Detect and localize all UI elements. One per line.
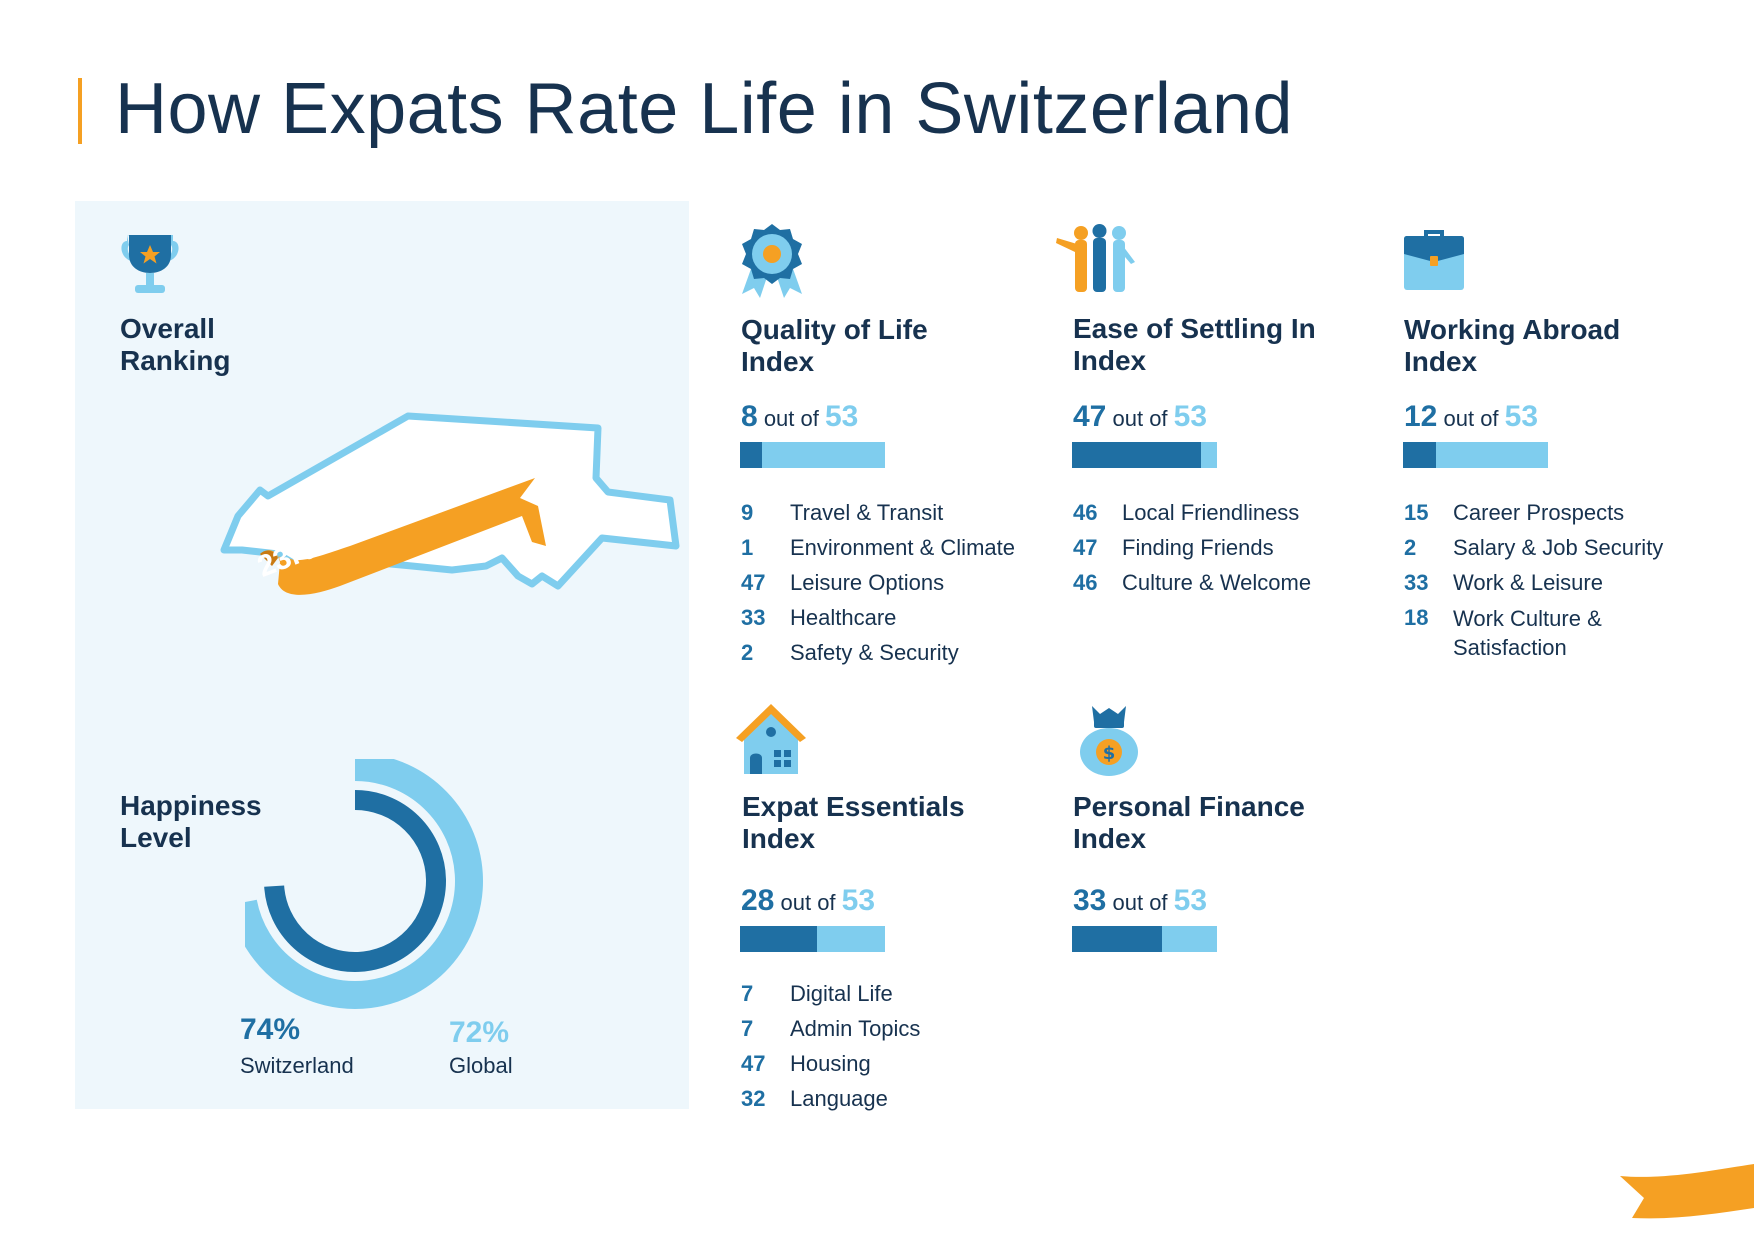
svg-text:$: $ <box>1103 743 1116 764</box>
money-bag-icon: $ <box>1080 706 1138 776</box>
happiness-donut <box>245 759 483 1009</box>
sub-item-label: Environment & Climate <box>790 535 1015 560</box>
people-icon <box>1056 224 1135 292</box>
sub-item-rank: 33 <box>1404 570 1429 595</box>
personal-finance-bar <box>1072 926 1217 952</box>
expat-essentials-bar-fill <box>740 926 817 952</box>
sub-item-rank: 47 <box>741 570 766 595</box>
working-abroad-bar-fill <box>1403 442 1436 468</box>
overall-panel: Overall Ranking 23rd out of 53 Happiness… <box>75 201 689 1109</box>
sub-item-rank: 2 <box>741 640 754 665</box>
personal-finance-rank: 33 out of 53 <box>1073 884 1208 917</box>
medal-icon <box>742 224 802 298</box>
working-abroad-heading: Working Abroad Index <box>1404 314 1621 377</box>
trophy-icon <box>121 235 179 293</box>
switzerland-percent: 74% <box>240 1013 301 1046</box>
sub-item-rank: 2 <box>1404 535 1417 560</box>
sub-item-label: Local Friendliness <box>1122 500 1300 525</box>
ease-of-settling-rank: 47 out of 53 <box>1073 400 1208 433</box>
happiness-switzerland-arc <box>264 790 446 972</box>
expat-essentials-bar <box>740 926 885 952</box>
title-accent-bar <box>78 78 82 144</box>
sub-item-rank: 46 <box>1073 570 1098 595</box>
personal-finance-heading: Personal Finance Index <box>1073 791 1305 854</box>
corner-ribbon-decoration <box>1620 1164 1754 1219</box>
sub-item-label: Healthcare <box>790 605 897 630</box>
switzerland-label: Switzerland <box>240 1053 354 1078</box>
sub-item-rank: 18 <box>1404 605 1429 630</box>
sub-item-rank: 7 <box>741 1016 754 1041</box>
working-abroad-rank: 12 out of 53 <box>1404 400 1539 433</box>
global-label: Global <box>449 1053 513 1078</box>
sub-item-label: Leisure Options <box>790 570 945 595</box>
house-icon <box>736 704 806 774</box>
expat-essentials-heading: Expat Essentials Index <box>742 791 965 854</box>
sub-item-rank: 9 <box>741 500 754 525</box>
sub-item-label: Finding Friends <box>1122 535 1274 560</box>
ease-of-settling-heading: Ease of Settling In Index <box>1073 313 1316 376</box>
sub-item-rank: 47 <box>1073 535 1098 560</box>
briefcase-icon <box>1404 230 1464 290</box>
happiness-global-arc <box>245 759 483 1009</box>
ease-of-settling-bar-fill <box>1072 442 1201 468</box>
sub-item-label: Travel & Transit <box>790 500 944 525</box>
sub-item-rank: 7 <box>741 981 754 1006</box>
happiness-heading: Happiness Level <box>120 790 262 853</box>
ease-of-settling-bar <box>1072 442 1217 468</box>
quality-of-life-bar-fill <box>740 442 762 468</box>
global-percent: 72% <box>449 1016 510 1049</box>
sub-item-rank: 33 <box>741 605 766 630</box>
quality-of-life-bar <box>740 442 885 468</box>
sub-item-rank: 15 <box>1404 500 1429 525</box>
quality-of-life-heading: Quality of Life Index <box>741 314 928 377</box>
quality-of-life-rank: 8 out of 53 <box>741 400 859 433</box>
personal-finance-bar-fill <box>1072 926 1162 952</box>
overall-ranking-heading: Overall Ranking <box>120 313 231 376</box>
sub-item-rank: 47 <box>741 1051 766 1076</box>
sub-item-label: Housing <box>790 1051 871 1076</box>
sub-item-label: Work Culture & Satisfaction <box>1453 606 1602 660</box>
sub-item-label: Safety & Security <box>790 640 959 665</box>
sub-item-rank: 46 <box>1073 500 1098 525</box>
page-title: How Expats Rate Life in Switzerland <box>115 69 1294 149</box>
sub-item-rank: 32 <box>741 1086 766 1111</box>
expat-essentials-rank: 28 out of 53 <box>741 884 876 917</box>
sub-item-label: Language <box>790 1086 888 1111</box>
sub-item-label: Digital Life <box>790 981 893 1006</box>
sub-item-label: Admin Topics <box>790 1016 921 1041</box>
sub-item-label: Culture & Welcome <box>1122 570 1312 595</box>
sub-item-rank: 1 <box>741 535 754 560</box>
sub-item-label: Salary & Job Security <box>1453 535 1664 560</box>
working-abroad-bar <box>1403 442 1548 468</box>
sub-item-label: Work & Leisure <box>1453 570 1603 595</box>
sub-item-label: Career Prospects <box>1453 500 1625 525</box>
switzerland-map <box>220 412 680 595</box>
